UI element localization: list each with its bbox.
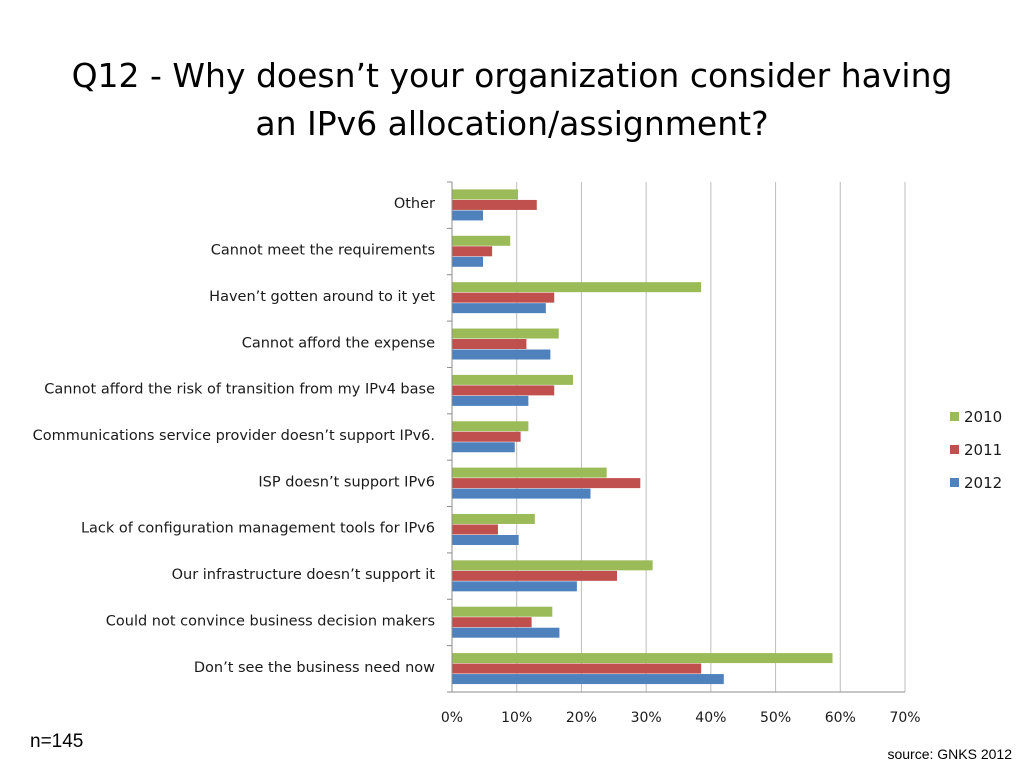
category-label-7: Lack of configuration management tools f… bbox=[81, 521, 435, 537]
bar-2011-6 bbox=[452, 478, 641, 489]
bar-2012-7 bbox=[452, 534, 519, 545]
bar-2012-9 bbox=[452, 627, 560, 638]
category-label-3: Cannot afford the expense bbox=[242, 335, 435, 351]
bar-2010-3 bbox=[452, 328, 559, 339]
bar-2011-0 bbox=[452, 199, 537, 210]
bar-2011-1 bbox=[452, 246, 493, 257]
bar-2012-8 bbox=[452, 581, 577, 592]
bar-2012-0 bbox=[452, 210, 484, 221]
category-label-4: Cannot afford the risk of transition fro… bbox=[44, 382, 435, 398]
category-label-10: Don’t see the business need now bbox=[194, 660, 435, 676]
x-tick-label-4: 40% bbox=[695, 710, 726, 726]
bar-2011-3 bbox=[452, 339, 527, 350]
bar-2010-9 bbox=[452, 606, 553, 617]
bar-2010-10 bbox=[452, 653, 833, 664]
legend-swatch-2012 bbox=[950, 478, 959, 487]
x-tick-label-3: 30% bbox=[631, 710, 662, 726]
bar-2012-5 bbox=[452, 442, 515, 453]
bar-2012-2 bbox=[452, 303, 546, 314]
bar-2010-7 bbox=[452, 513, 535, 524]
bar-2010-0 bbox=[452, 189, 519, 200]
bar-2010-8 bbox=[452, 560, 653, 571]
sample-size-label: n=145 bbox=[30, 731, 84, 752]
slide-title-line-1: Q12 - Why doesn’t your organization cons… bbox=[71, 56, 953, 95]
x-tick-label-2: 20% bbox=[566, 710, 597, 726]
bar-2011-7 bbox=[452, 524, 498, 535]
bar-2011-5 bbox=[452, 431, 521, 442]
bar-2012-1 bbox=[452, 256, 484, 267]
category-label-6: ISP doesn’t support IPv6 bbox=[258, 474, 435, 490]
category-label-2: Haven’t gotten around to it yet bbox=[209, 289, 435, 305]
slide-title: Q12 - Why doesn’t your organization cons… bbox=[0, 52, 1024, 148]
bar-2011-10 bbox=[452, 663, 702, 674]
category-label-1: Cannot meet the requirements bbox=[211, 243, 435, 259]
bar-2010-1 bbox=[452, 235, 511, 246]
slide-title-line-2: an IPv6 allocation/assignment? bbox=[255, 104, 769, 143]
bar-2012-6 bbox=[452, 488, 591, 499]
bar-2010-6 bbox=[452, 467, 607, 478]
bar-2012-10 bbox=[452, 674, 724, 685]
source-label: source: GNKS 2012 bbox=[887, 746, 1012, 762]
legend-swatch-2010 bbox=[950, 412, 959, 421]
bar-2011-8 bbox=[452, 570, 618, 581]
x-tick-label-0: 0% bbox=[441, 710, 463, 726]
bar-2011-9 bbox=[452, 617, 532, 628]
x-tick-label-7: 70% bbox=[889, 710, 920, 726]
bar-2010-2 bbox=[452, 282, 702, 293]
x-tick-label-5: 50% bbox=[760, 710, 791, 726]
bar-2012-4 bbox=[452, 395, 529, 406]
bar-2010-4 bbox=[452, 374, 574, 385]
category-label-0: Other bbox=[394, 196, 435, 212]
x-tick-label-6: 60% bbox=[825, 710, 856, 726]
bar-2012-3 bbox=[452, 349, 551, 360]
bar-2010-5 bbox=[452, 421, 529, 432]
category-label-5: Communications service provider doesn’t … bbox=[33, 428, 435, 444]
bar-2011-2 bbox=[452, 292, 555, 303]
legend-label-2012: 2012 bbox=[964, 474, 1002, 492]
legend-swatch-2011 bbox=[950, 445, 959, 454]
category-label-8: Our infrastructure doesn’t support it bbox=[172, 567, 436, 583]
category-label-9: Could not convince business decision mak… bbox=[106, 613, 435, 629]
bar-2011-4 bbox=[452, 385, 555, 396]
legend-label-2011: 2011 bbox=[964, 441, 1002, 459]
legend-label-2010: 2010 bbox=[964, 408, 1002, 426]
x-tick-label-1: 10% bbox=[501, 710, 532, 726]
